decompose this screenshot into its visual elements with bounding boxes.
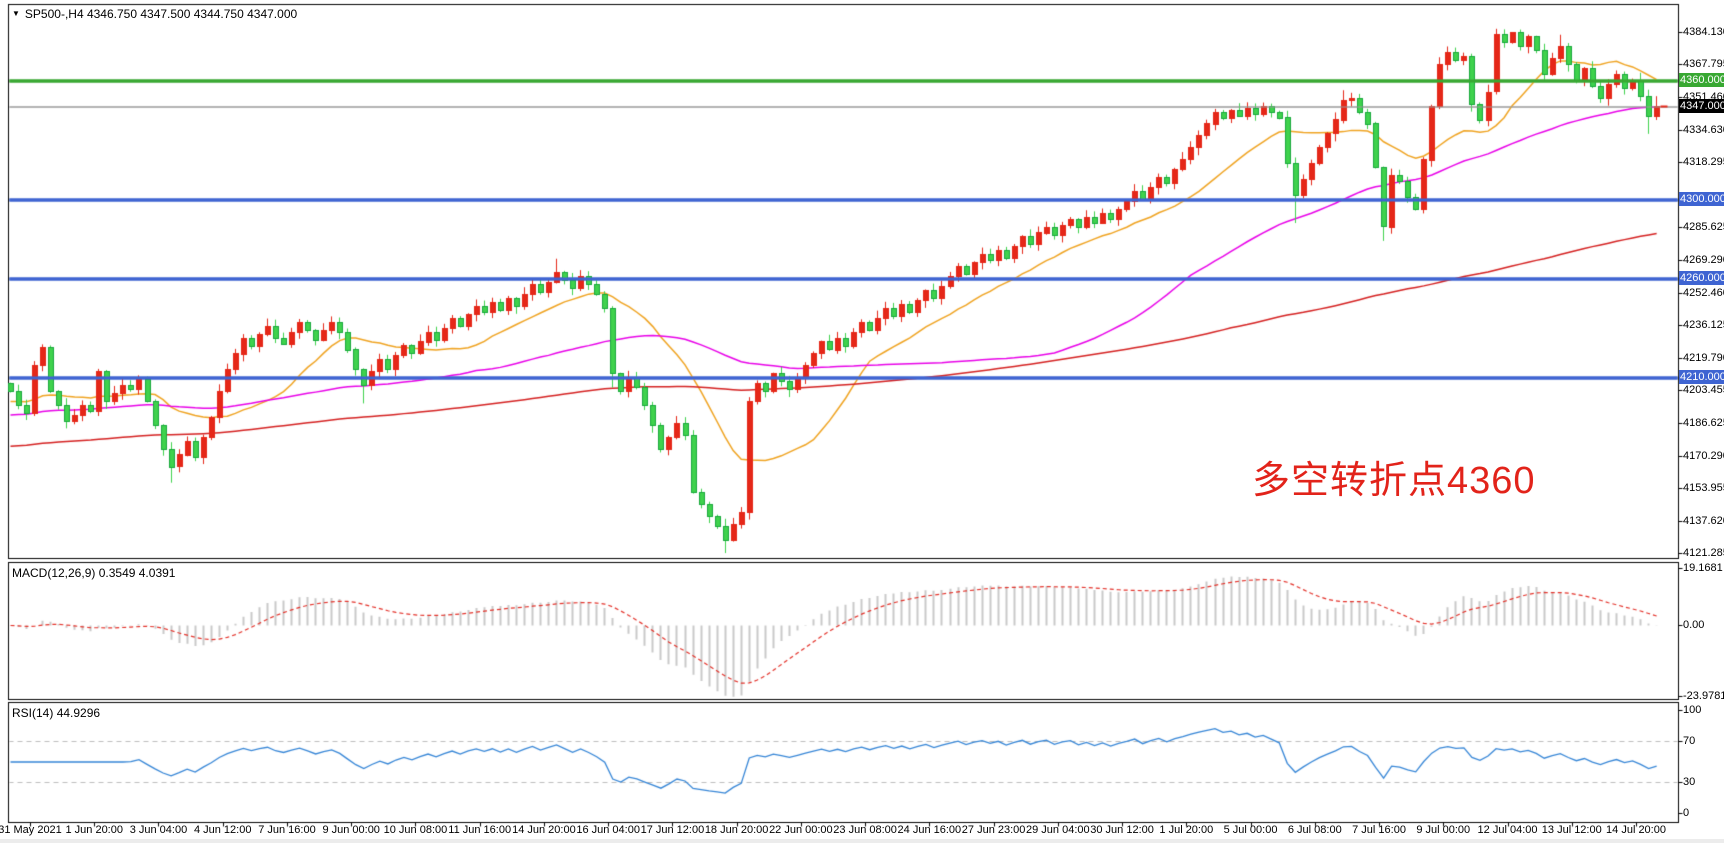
price-tick-label: 4203.455: [1683, 384, 1724, 397]
date-axis-label: 1 Jun 20:00: [65, 824, 123, 836]
price-tick-label: 4170.290: [1683, 449, 1724, 462]
macd-name: MACD(12,26,9): [12, 566, 96, 580]
macd-tick-label: 19.1681: [1683, 562, 1723, 574]
symbol-ohlc-title: SP500-,H4 4346.750 4347.500 4344.750 434…: [24, 7, 298, 21]
window-bottom-edge: [0, 839, 1724, 843]
rsi-value: 44.9296: [56, 706, 101, 720]
price-tick-label: 4186.625: [1683, 417, 1724, 430]
date-axis-label: 31 May 2021: [0, 824, 62, 836]
rsi-indicator-label: RSI(14) 44.9296: [12, 706, 100, 720]
date-axis-label: 11 Jun 16:00: [448, 824, 512, 836]
price-tick-label: 4367.795: [1683, 58, 1724, 71]
price-tick-label: 4318.295: [1683, 156, 1724, 169]
price-tick-label: 4236.125: [1683, 319, 1724, 332]
date-axis-label: 12 Jul 04:00: [1477, 824, 1538, 836]
price-level-badge: 4347.000: [1679, 98, 1724, 113]
date-axis-label: 14 Jun 20:00: [512, 824, 576, 836]
rsi-tick-label: 100: [1683, 704, 1702, 716]
date-axis-label: 9 Jun 00:00: [322, 824, 380, 836]
rsi-tick-label: 70: [1683, 734, 1696, 747]
date-axis-label: 17 Jun 12:00: [640, 824, 705, 836]
chart-text-annotation[interactable]: 多空转折点4360: [1252, 460, 1536, 502]
price-tick-label: 4285.625: [1683, 221, 1724, 234]
date-axis-label: 30 Jun 12:00: [1090, 824, 1154, 836]
symbol-dropdown-icon[interactable]: ▼: [12, 9, 20, 18]
date-axis-label: 23 Jun 08:00: [833, 824, 897, 836]
macd-tick-label: 0.00: [1683, 619, 1705, 631]
price-level-badge: 4260.000: [1679, 271, 1724, 286]
price-tick-label: 4219.790: [1683, 351, 1724, 364]
price-tick-label: 4384.130: [1683, 26, 1724, 38]
date-axis-label: 7 Jun 16:00: [258, 824, 316, 836]
price-tick-label: 4269.290: [1683, 253, 1724, 266]
rsi-tick-label: 30: [1683, 776, 1696, 789]
price-level-badge: 4300.000: [1679, 191, 1724, 206]
date-axis-label: 5 Jul 00:00: [1223, 824, 1278, 836]
macd-indicator-label: MACD(12,26,9) 0.3549 4.0391: [12, 566, 175, 580]
price-level-badge: 4210.000: [1679, 370, 1724, 385]
macd-values: 0.3549 4.0391: [98, 566, 176, 580]
date-axis-label: 3 Jun 04:00: [129, 824, 188, 836]
price-tick-label: 4153.955: [1683, 482, 1724, 495]
date-axis-label: 7 Jul 16:00: [1352, 824, 1406, 836]
price-tick-label: 4137.620: [1683, 514, 1724, 527]
date-axis-label: 10 Jun 08:00: [383, 824, 448, 836]
price-tick-label: 4121.285: [1683, 547, 1724, 559]
date-axis-label: 4 Jun 12:00: [193, 824, 252, 836]
chart-title-bar: ▼ SP500-,H4 4346.750 4347.500 4344.750 43…: [12, 7, 297, 21]
date-axis-label: 1 Jul 20:00: [1159, 824, 1214, 836]
date-axis-label: 9 Jul 00:00: [1416, 824, 1471, 836]
rsi-name: RSI(14): [12, 706, 54, 720]
date-axis-label: 14 Jul 20:00: [1606, 824, 1666, 836]
date-axis-label: 6 Jul 08:00: [1287, 824, 1342, 836]
price-tick-label: 4252.460: [1683, 286, 1724, 299]
date-axis-label: 16 Jun 04:00: [576, 824, 640, 836]
date-axis-label: 24 Jun 16:00: [897, 824, 962, 836]
date-axis-label: 29 Jun 04:00: [1026, 824, 1090, 836]
rsi-tick-label: 0: [1683, 807, 1690, 819]
date-axis-label: 18 Jun 20:00: [704, 824, 769, 836]
price-level-badge: 4360.000: [1679, 72, 1724, 87]
date-axis-label: 13 Jul 12:00: [1541, 824, 1602, 836]
date-axis-label: 27 Jun 23:00: [961, 824, 1026, 836]
price-tick-label: 4334.630: [1683, 124, 1724, 137]
macd-tick-label: -23.9781: [1683, 690, 1724, 703]
date-axis-label: 22 Jun 00:00: [769, 824, 833, 836]
